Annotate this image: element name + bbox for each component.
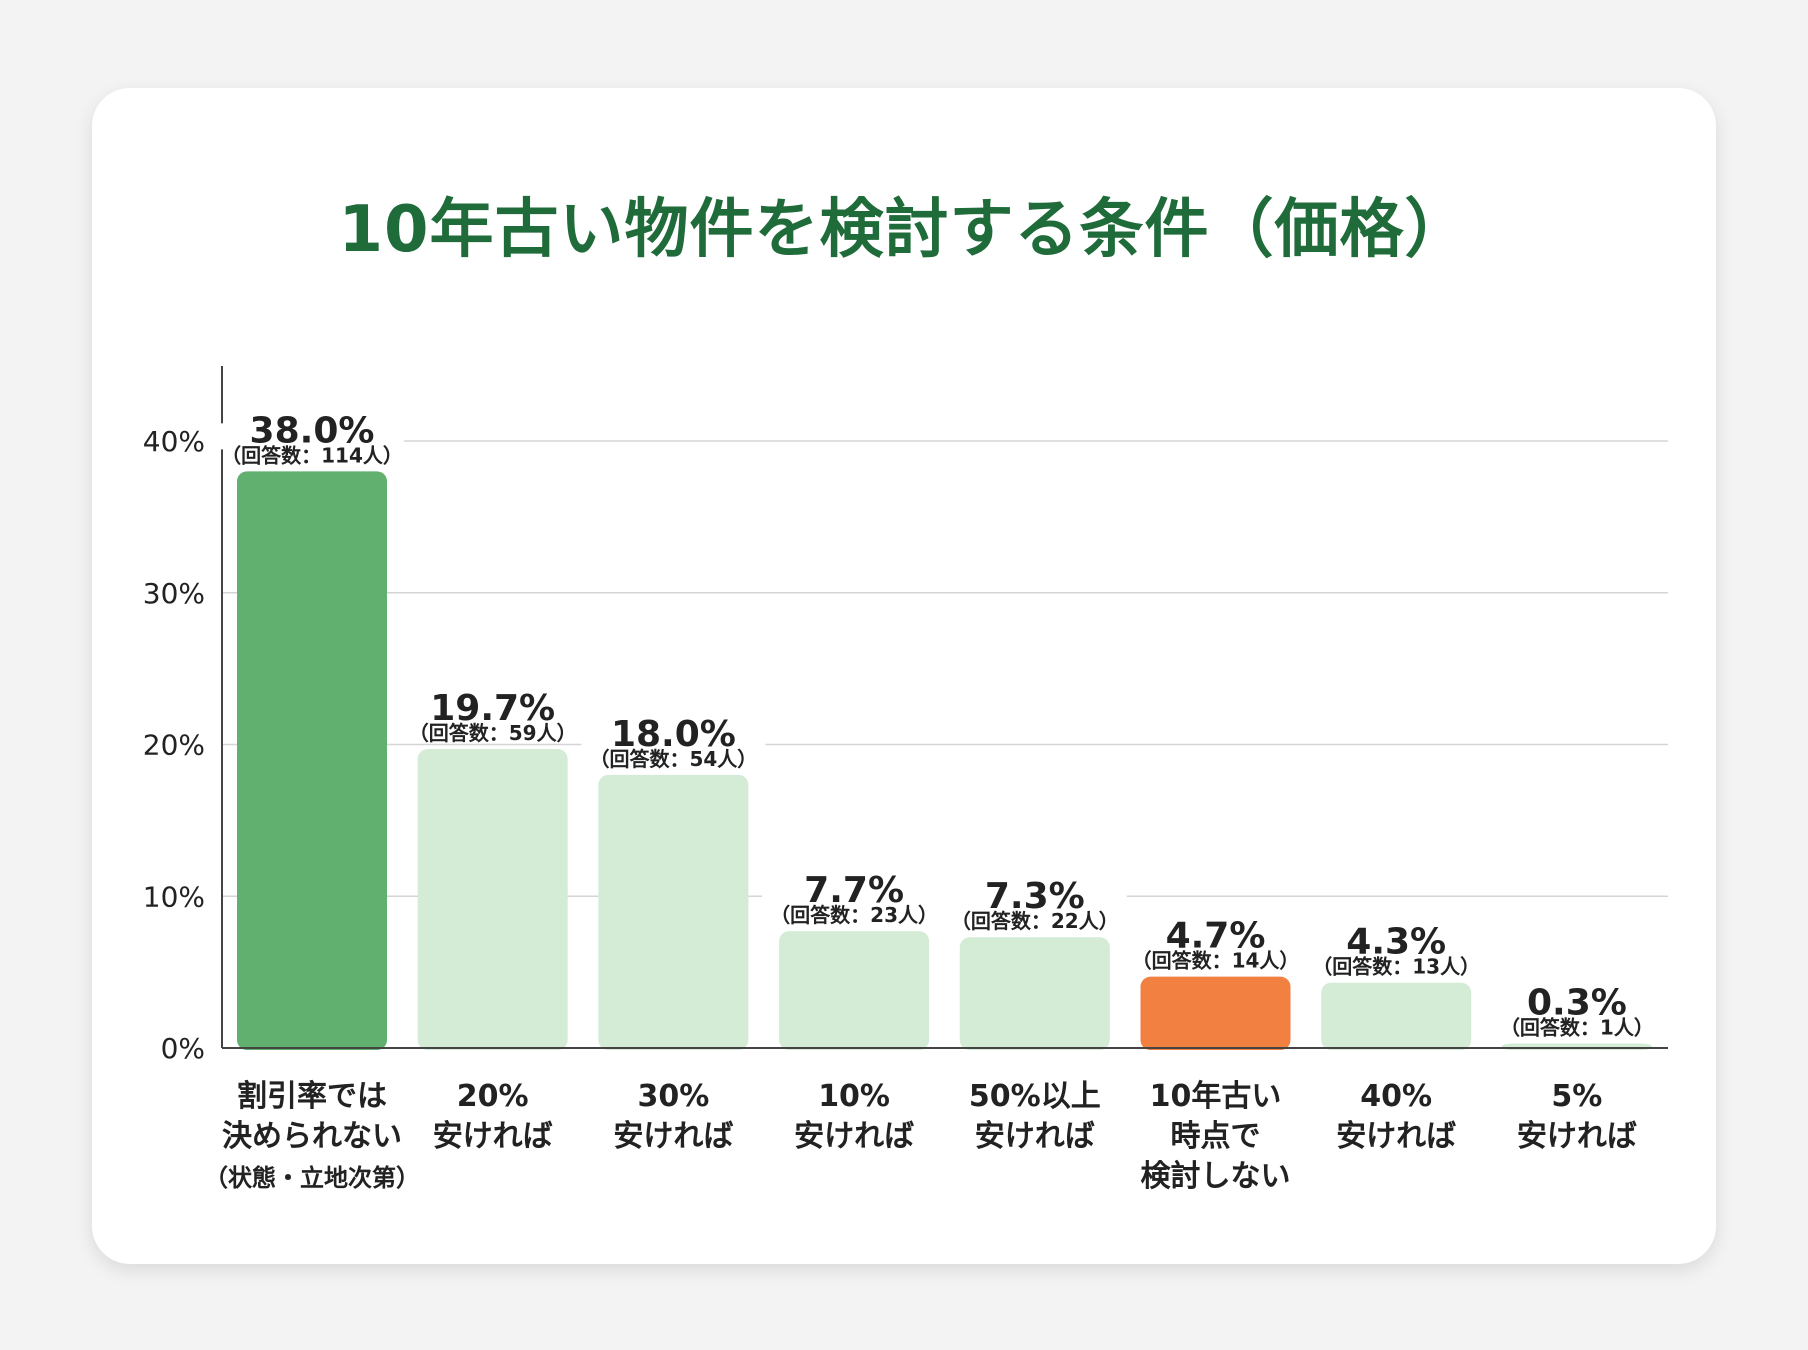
data-label: 4.3%: [1346, 922, 1446, 963]
x-tick-label: 安ければ: [613, 1119, 733, 1154]
x-tick-label: 20%: [457, 1079, 529, 1114]
count-label-backdrop: [400, 701, 585, 728]
x-tick-label: 10年古い: [1150, 1079, 1282, 1114]
bar: [417, 749, 568, 1050]
x-tick-label: 安ければ: [433, 1119, 553, 1154]
count-label-backdrop: [942, 889, 1127, 916]
bar: [598, 774, 749, 1050]
count-label: （回答数：59人）: [409, 721, 577, 745]
bar: [959, 937, 1110, 1050]
y-tick-label: 30%: [143, 577, 205, 610]
data-label: 0.3%: [1527, 982, 1627, 1023]
count-label: （回答数：23人）: [770, 903, 938, 927]
y-tick-label: 10%: [143, 880, 205, 913]
count-label: （回答数：114人）: [221, 443, 403, 467]
x-tick-label: 50%以上: [969, 1079, 1101, 1114]
bar: [1501, 1043, 1652, 1050]
count-label-backdrop: [1123, 928, 1308, 955]
data-label: 18.0%: [611, 714, 736, 755]
x-tick-label: 安ければ: [1517, 1119, 1637, 1154]
count-label: （回答数：1人）: [1500, 1015, 1654, 1039]
x-tick-label: 安ければ: [794, 1119, 914, 1154]
x-tick-label: 安ければ: [975, 1119, 1095, 1154]
data-label: 7.7%: [804, 870, 904, 911]
y-tick-label: 0%: [161, 1032, 205, 1065]
x-tick-label: 10%: [818, 1079, 890, 1114]
bar: [1321, 982, 1472, 1050]
x-tick-label: 検討しない: [1141, 1159, 1291, 1194]
data-label: 7.3%: [985, 876, 1085, 917]
x-tick-label: 30%: [637, 1079, 709, 1114]
count-label-backdrop: [1304, 934, 1489, 961]
count-label-backdrop: [581, 726, 766, 753]
x-tick-label: 40%: [1360, 1079, 1432, 1114]
count-label: （回答数：54人）: [589, 747, 757, 771]
data-label: 19.7%: [430, 688, 555, 729]
y-tick-label: 20%: [143, 729, 205, 762]
x-tick-label: 決められない: [222, 1119, 402, 1154]
bar: [1140, 976, 1291, 1050]
x-tick-label: 時点で: [1171, 1119, 1261, 1154]
count-label: （回答数：14人）: [1132, 949, 1300, 973]
bar: [237, 471, 387, 1051]
x-tick-label: 5%: [1551, 1079, 1602, 1114]
count-label: （回答数：13人）: [1312, 955, 1480, 979]
data-label: 4.7%: [1166, 916, 1266, 957]
x-tick-label: （状態・立地次第）: [204, 1164, 420, 1192]
count-label-backdrop: [220, 423, 404, 450]
bar: [779, 931, 930, 1050]
x-tick-label: 安ければ: [1336, 1119, 1456, 1154]
data-label: 38.0%: [250, 410, 375, 451]
count-label: （回答数：22人）: [951, 909, 1119, 933]
y-tick-label: 40%: [143, 425, 205, 458]
x-tick-label: 割引率では: [237, 1079, 387, 1114]
count-label-backdrop: [762, 883, 947, 910]
chart-title: 10年古い物件を検討する条件（価格）: [338, 193, 1470, 267]
count-label-backdrop: [1484, 995, 1669, 1022]
